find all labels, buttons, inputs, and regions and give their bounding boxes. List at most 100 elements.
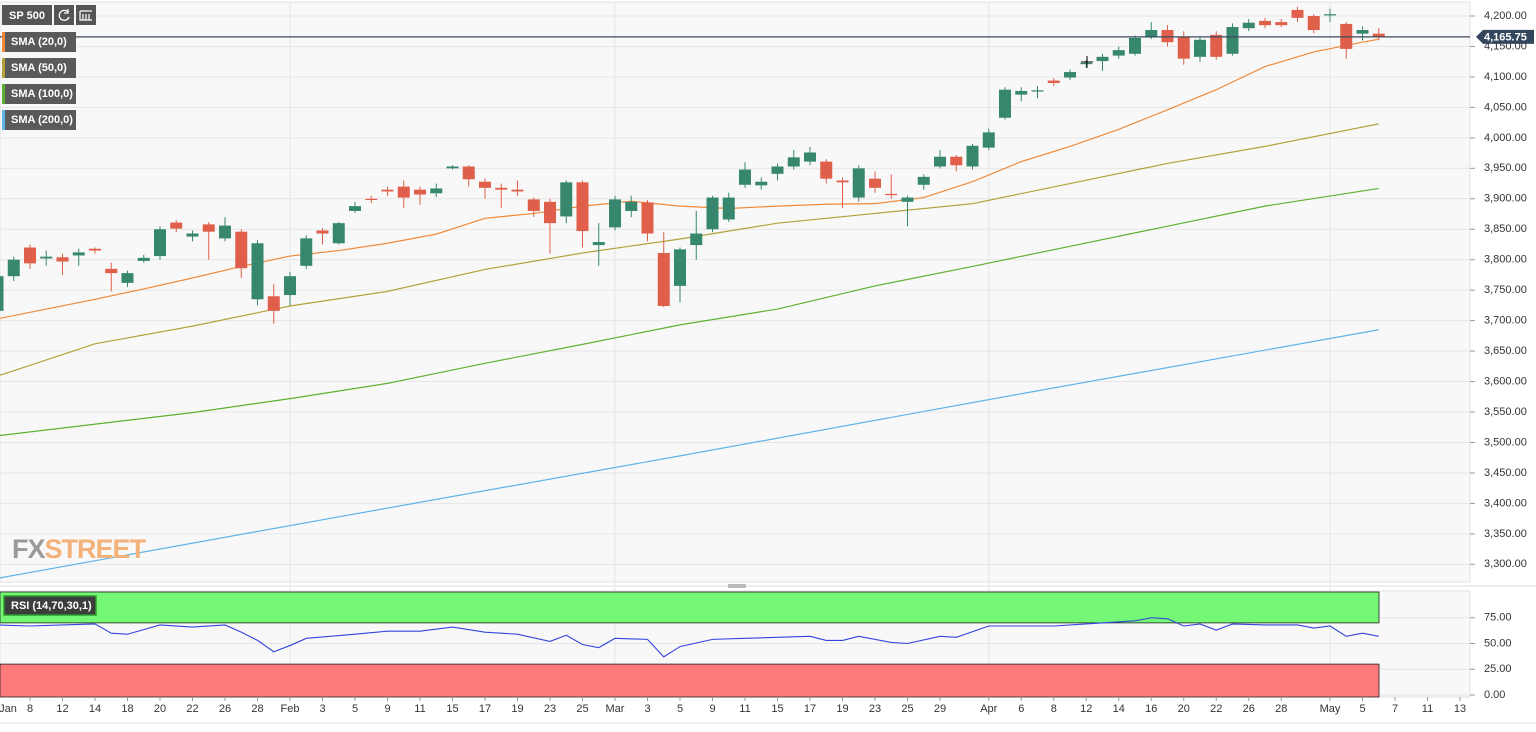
x-tick-label: 13 [1454,703,1466,715]
candle-body [722,197,735,220]
x-tick-label: 16 [1145,703,1157,715]
candle-body [609,199,621,228]
legend-label: SMA (200,0) [11,114,73,126]
candle-body [89,248,101,251]
rsi-label-box[interactable] [3,595,97,616]
candle-body [349,206,361,211]
symbol-box[interactable] [2,5,52,25]
legend: SP 500 SMA (20,0) SMA (50,0) SMA (100,0) SM… [2,5,96,130]
candle-body [1242,22,1255,29]
candle-body [950,156,963,166]
candle-body [479,181,491,188]
x-tick-label: 9 [709,703,715,715]
candle-body [0,276,4,311]
candle-body [56,257,69,262]
candle-body [170,222,183,229]
candle-body [771,166,784,174]
y-tick-label: 3,300.00 [1484,558,1527,570]
x-tick-label: 28 [1275,703,1287,715]
x-tick-label: Jan [0,703,17,715]
x-tick-label: 26 [219,703,231,715]
sma-line [0,123,1379,376]
candle-body [154,229,166,257]
candle-body [852,168,865,198]
candle-body [544,201,556,224]
x-tick-label: 25 [901,703,913,715]
y-tick-label: 25.00 [1484,663,1512,675]
x-tick-label: 15 [771,703,783,715]
y-tick-label: 0.00 [1484,689,1505,701]
candle-body [430,188,443,194]
legend-box[interactable] [2,58,76,78]
candle-body [1307,16,1320,31]
candle-body [72,252,85,256]
x-tick-label: 25 [576,703,588,715]
x-tick-label: 29 [934,703,946,715]
x-tick-label: 5 [677,703,683,715]
candle-body [462,166,475,180]
legend-box[interactable] [2,110,76,130]
candle-body [446,166,459,169]
x-tick-label: 11 [1422,703,1433,715]
candle-body [511,189,524,192]
x-tick-label: 5 [1359,703,1365,715]
candle-body [300,238,313,266]
x-tick-label: 8 [1051,703,1057,715]
x-tick-label: 20 [154,703,166,715]
x-tick-label: 9 [384,703,390,715]
y-tick-label: 3,400.00 [1484,497,1527,509]
candle-body [1210,34,1223,57]
x-tick-label: 14 [89,703,101,715]
candle-body [820,161,833,179]
legend-box[interactable] [2,84,76,104]
price-panel [0,1,1471,583]
candle-body [1291,9,1304,18]
candle-body [625,201,638,211]
candle-body [934,156,946,167]
x-tick-label: Feb [281,703,300,715]
rsi-label: RSI (14,70,30,1) [11,600,92,612]
candle-body [674,249,686,286]
candle-body [901,197,914,202]
candle-body [885,193,898,196]
resize-handle[interactable] [728,584,746,588]
rsi-line [0,617,1379,658]
x-tick-label: Apr [980,703,997,715]
x-tick-label: 17 [804,703,816,715]
candle-body [641,202,654,234]
candle-body [1112,50,1125,56]
candle-body [7,259,20,277]
candle-body [657,253,670,307]
refresh-icon [58,9,70,21]
x-tick-label: 5 [352,703,358,715]
x-tick-label: Mar [606,703,625,715]
watermark-left: FX [12,534,45,564]
watermark-right: STREET [45,534,147,564]
candle-body [804,152,816,162]
settings-icon [79,10,92,21]
sma-line [0,329,1379,579]
candle-body [267,296,280,311]
candle-body [560,182,573,217]
x-tick-label: 8 [27,703,33,715]
candle-body [381,189,394,192]
x-tick-label: 14 [1113,703,1125,715]
plot [0,6,1470,658]
x-tick-label: 11 [414,703,425,715]
candle-body [739,169,751,185]
legend-swatch [2,32,5,52]
refresh-button[interactable] [54,5,74,25]
candle-body [1161,30,1174,43]
x-tick-label: 22 [1210,703,1222,715]
x-tick-label: 22 [186,703,198,715]
candle-body [1015,90,1028,95]
oversold-zone [0,663,1380,698]
candle-body [576,182,589,232]
legend-box[interactable] [2,32,76,52]
x-tick-label: 19 [836,703,848,715]
candle-body [869,178,881,188]
candle-body [1145,30,1158,37]
y-tick-label: 3,650.00 [1484,345,1527,357]
candle-body [251,243,264,300]
